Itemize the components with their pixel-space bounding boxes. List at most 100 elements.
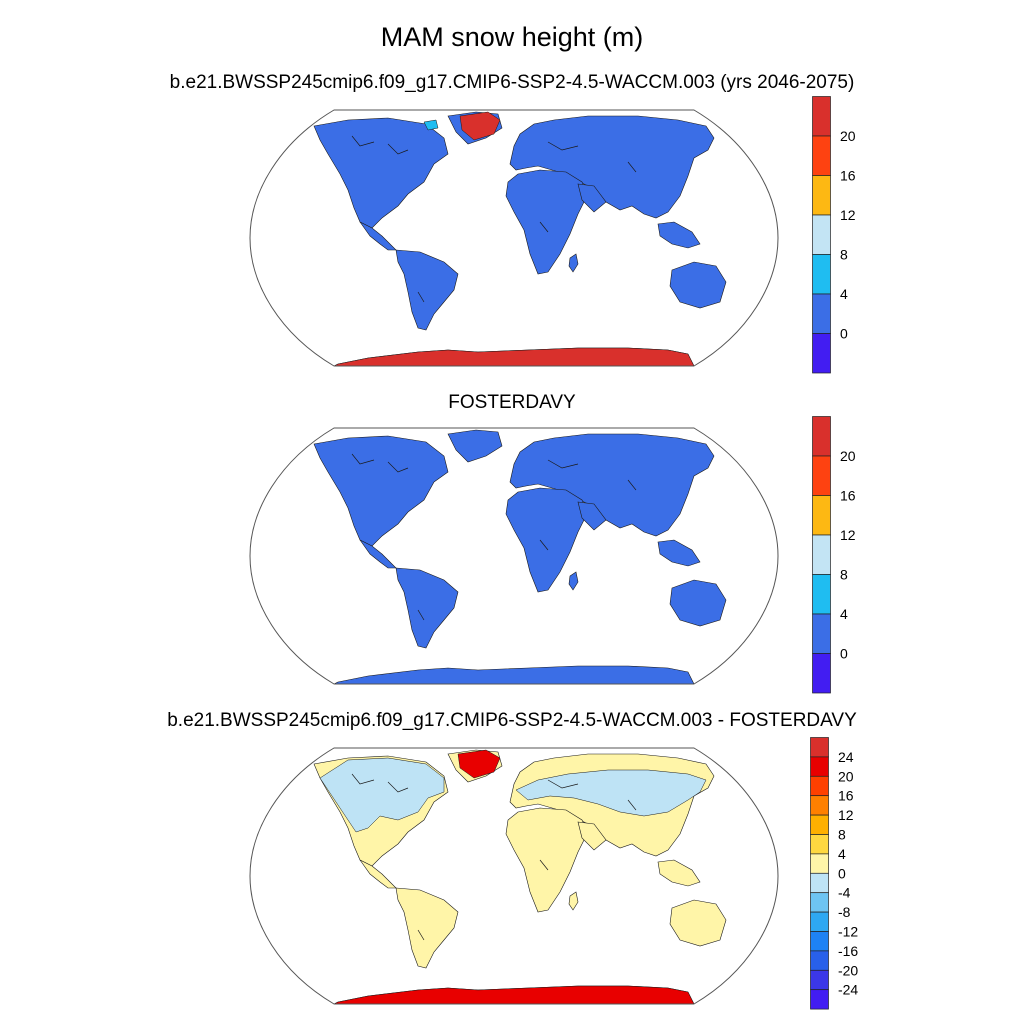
colorbar-label--16: -16 xyxy=(838,943,858,959)
coastline-detail-1 xyxy=(387,781,409,793)
colorbar-label--12: -12 xyxy=(838,923,858,939)
greenland-land xyxy=(447,429,503,463)
coastline-detail-5 xyxy=(417,929,425,941)
map-obs xyxy=(249,427,779,685)
greenland-diff-patch xyxy=(457,749,501,779)
colorbar-label-8: 8 xyxy=(838,826,846,842)
antarctica-snow-band xyxy=(333,347,695,366)
map-model xyxy=(249,109,779,367)
coastline-detail-4 xyxy=(539,539,549,551)
arabia-land xyxy=(577,821,607,851)
colorbar-svg: 20 16 12 8 4 0 xyxy=(812,96,856,374)
coastline-detail-1 xyxy=(387,461,409,473)
africa-land xyxy=(505,807,589,913)
colorbar-label-0: 0 xyxy=(840,646,848,662)
north-america-negative-band xyxy=(319,757,445,833)
map-panel-difference xyxy=(248,740,780,1012)
colorbar-difference: 24 20 16 12 8 4 0 -4 -8 -12 -16 -20 -24 xyxy=(810,737,868,1011)
madagascar-land xyxy=(568,253,579,273)
colorbar-box-1 xyxy=(810,756,829,777)
panel-3-title: b.e21.BWSSP245cmip6.f09_g17.CMIP6-SSP2-4… xyxy=(167,710,857,731)
maritime-asia-land xyxy=(657,859,701,887)
south-america-land xyxy=(395,887,459,969)
colorbar-label--8: -8 xyxy=(838,904,851,920)
colorbar-box-0 xyxy=(810,737,829,758)
map-land-layer xyxy=(313,749,727,1004)
greenland-snow-patch xyxy=(459,111,501,141)
colorbar-box-12 xyxy=(810,969,829,991)
colorbar-box-6 xyxy=(812,333,831,374)
coastline-detail-3 xyxy=(627,479,637,491)
colorbar-label--4: -4 xyxy=(838,885,851,901)
colorbar-box-6 xyxy=(812,653,831,694)
colorbar-box-5 xyxy=(810,834,829,855)
coastline-detail-3 xyxy=(627,161,637,173)
colorbar-box-6 xyxy=(810,853,829,874)
colorbar-box-11 xyxy=(810,950,829,971)
map-land-layer xyxy=(313,429,727,684)
madagascar-land xyxy=(568,571,579,591)
colorbar-box-0 xyxy=(812,416,831,457)
colorbar-svg: 20 16 12 8 4 0 xyxy=(812,416,856,694)
colorbar-box-8 xyxy=(810,892,829,913)
colorbar-box-4 xyxy=(810,814,829,835)
south-america-land xyxy=(395,249,459,331)
colorbar-label-24: 24 xyxy=(838,749,854,765)
coastline-detail-0 xyxy=(351,453,375,465)
colorbar-box-2 xyxy=(812,495,831,536)
colorbar-box-7 xyxy=(810,872,829,894)
australia-land xyxy=(669,899,727,947)
colorbar-box-1 xyxy=(812,135,831,176)
colorbar-label-4: 4 xyxy=(840,286,848,302)
colorbar-label-16: 16 xyxy=(840,488,856,504)
colorbar-box-1 xyxy=(812,455,831,496)
africa-land xyxy=(505,169,589,275)
map-diff xyxy=(249,747,779,1005)
colorbar-label-20: 20 xyxy=(840,448,856,464)
africa-land xyxy=(505,487,589,593)
colorbar-box-5 xyxy=(812,613,831,654)
panel-1-title: b.e21.BWSSP245cmip6.f09_g17.CMIP6-SSP2-4… xyxy=(169,72,855,93)
australia-land xyxy=(669,579,727,627)
colorbar-box-3 xyxy=(812,534,831,575)
colorbar-label-4: 4 xyxy=(840,606,848,622)
figure-title: MAM snow height (m) xyxy=(380,22,644,52)
coastline-detail-5 xyxy=(417,609,425,621)
maritime-asia-land xyxy=(657,539,701,567)
colorbar-svg: 24 20 16 12 8 4 0 -4 -8 -12 -16 -20 -24 xyxy=(810,737,858,1010)
coastline-detail-1 xyxy=(387,143,409,155)
colorbar-label-12: 12 xyxy=(838,807,854,823)
colorbar-label-12: 12 xyxy=(840,527,856,543)
antarctica-land xyxy=(333,665,695,684)
maritime-asia-land xyxy=(657,221,701,249)
colorbar-label-16: 16 xyxy=(840,168,856,184)
colorbar-model: 20 16 12 8 4 0 xyxy=(812,96,870,375)
colorbar-label-20: 20 xyxy=(840,128,856,144)
colorbar-label-20: 20 xyxy=(838,768,854,784)
colorbar-label--20: -20 xyxy=(838,962,858,978)
coastline-detail-0 xyxy=(351,773,375,785)
colorbar-label-8: 8 xyxy=(840,567,848,583)
coastline-detail-2 xyxy=(547,141,579,151)
colorbar-box-2 xyxy=(812,175,831,216)
arabia-land xyxy=(577,183,607,213)
south-america-land xyxy=(395,567,459,649)
colorbar-label-4: 4 xyxy=(838,846,846,862)
colorbar-box-13 xyxy=(810,989,829,1010)
panel-2-title: FOSTERDAVY xyxy=(448,392,576,413)
colorbar-label-16: 16 xyxy=(838,788,854,804)
colorbar-label-8: 8 xyxy=(840,247,848,263)
colorbar-box-4 xyxy=(812,574,831,615)
north-america-land xyxy=(313,435,449,547)
colorbar-box-10 xyxy=(810,931,829,952)
coastline-detail-5 xyxy=(417,291,425,303)
coastline-detail-4 xyxy=(539,221,549,233)
colorbar-box-5 xyxy=(812,293,831,334)
colorbar-box-0 xyxy=(812,96,831,137)
colorbar-label-0: 0 xyxy=(840,326,848,342)
colorbar-box-9 xyxy=(810,911,829,932)
map-panel-model xyxy=(248,102,780,374)
colorbar-box-3 xyxy=(810,795,829,816)
coastline-detail-2 xyxy=(547,779,579,789)
arctic-island-patch xyxy=(423,119,439,131)
